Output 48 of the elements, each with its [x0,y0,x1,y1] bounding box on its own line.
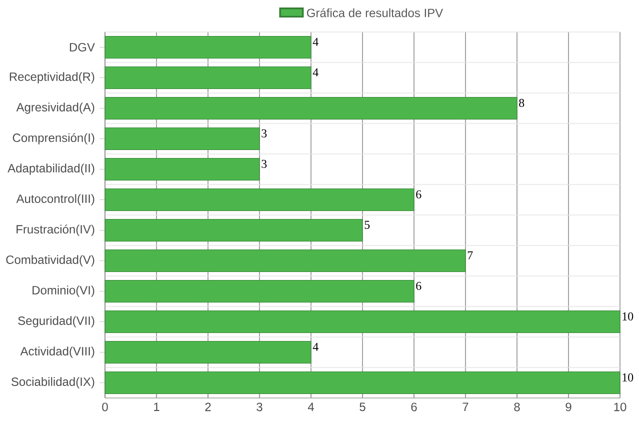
y-tick-label: Autocontrol(III) [16,194,94,206]
data-label: 3 [262,160,267,168]
data-label: 3 [262,129,267,138]
x-tick-label: 5 [360,402,366,412]
bar [104,249,466,272]
y-tick-label: Receptividad(R) [10,72,94,84]
data-label: 10 [622,312,634,320]
x-tick-label: 7 [462,402,468,411]
bar [104,96,518,120]
x-tick-label: 4 [308,402,314,411]
data-label: 10 [622,373,634,382]
y-tick-label: Agresividad(A) [16,102,94,114]
x-tick-label: 0 [102,402,108,412]
bar [104,371,620,394]
y-tick-label: DGV [70,42,95,52]
data-label: 4 [312,38,318,46]
y-tick-label: Dominio(VI) [32,286,94,297]
x-tick-label: 6 [411,402,417,412]
bar [104,218,363,242]
y-tick-label: Sociabilidad(IX) [11,377,94,388]
y-tick-label: Actividad(VIII) [20,346,94,358]
data-label: 8 [519,98,524,107]
x-tick-label: 9 [566,402,572,412]
y-tick-label: Comprensión(I) [12,133,94,144]
legend-label: Gráfica de resultados IPV [306,8,444,18]
x-tick-label: 8 [514,402,520,412]
data-label: 6 [416,282,422,290]
data-label: 4 [312,68,318,76]
x-tick-label: 10 [614,402,626,412]
bar [104,310,620,333]
bar [104,36,312,58]
bar [104,127,260,150]
bar [104,340,312,364]
bar [104,158,260,180]
bar [104,188,414,211]
data-label: 4 [312,342,318,351]
y-tick-label: Adaptabilidad(II) [8,164,94,175]
x-tick-label: 1 [154,402,160,411]
data-label: 5 [364,220,370,229]
bar [104,66,312,89]
y-tick-label: Combatividad(V) [6,255,94,266]
data-label: 7 [468,251,473,260]
y-tick-label: Frustración(IV) [16,224,94,236]
x-tick-label: 3 [256,402,262,412]
x-tick-label: 2 [205,402,211,412]
y-tick-label: Seguridad(VII) [18,316,94,328]
bar [104,280,414,302]
data-label: 6 [416,190,422,198]
